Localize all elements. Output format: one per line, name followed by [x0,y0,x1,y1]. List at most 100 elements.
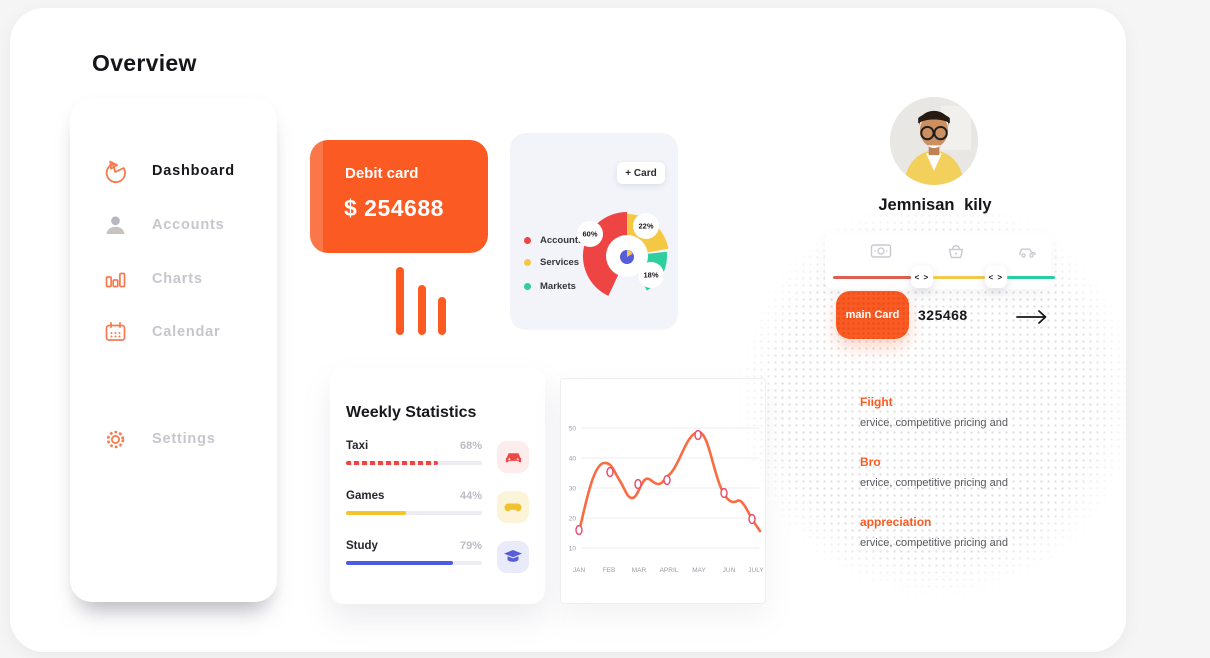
legend-label: Markets [540,281,576,292]
note-title: appreciation [860,515,932,529]
sidebar-item-label: Settings [152,431,216,447]
stat-tile-study[interactable] [497,541,529,573]
progress-fill-games [346,511,406,515]
sidebar-item-dashboard[interactable]: Dashboard [70,154,277,188]
debit-card-label: Debit card [345,165,419,182]
legend-dot [524,259,531,266]
legend-label: Accounts [540,235,584,246]
x-axis-ticks: JAN FEB MAR APRIL MAY JUN JULY [573,567,765,574]
data-point-markers [575,429,756,536]
sidebar-item-label: Accounts [152,217,225,233]
profile-name: Jemnisan kily [878,196,992,214]
basket-icon[interactable] [945,242,967,260]
debit-card-amount: $ 254688 [344,195,444,221]
gamepad-icon [504,503,522,512]
legend-dot [524,237,531,244]
calendar-icon [105,321,126,341]
pie-value-markets: 18% [638,262,664,288]
svg-text:JAN: JAN [573,567,586,574]
avatar[interactable] [890,97,978,185]
bar-chart-icon [105,272,126,287]
note-body: ervice, competitive pricing and [860,537,1008,549]
debit-card[interactable]: Debit card $ 254688 [310,140,488,253]
stat-label: Study [346,540,378,552]
svg-text:20: 20 [569,516,577,523]
note-body: ervice, competitive pricing and [860,477,1008,489]
svg-text:10: 10 [569,546,577,553]
note-item: appreciation ervice, competitive pricing… [860,515,1110,549]
svg-text:30: 30 [569,486,577,493]
legend-item-markets: Markets [524,281,576,292]
sidebar-item-settings[interactable]: Settings [70,422,277,456]
stat-row-taxi: Taxi 68% [346,440,529,473]
weekly-statistics-title: Weekly Statistics [346,404,477,421]
pie-chart-icon [105,160,126,183]
note-item: Fiight ervice, competitive pricing and [860,395,1110,429]
sidebar-item-label: Charts [152,271,203,287]
legend-dot [524,283,531,290]
svg-text:APRIL: APRIL [660,567,679,574]
sidebar-item-label: Calendar [152,324,221,340]
sidebar-item-charts[interactable]: Charts [70,262,277,296]
svg-text:JULY: JULY [748,567,764,574]
category-icons-card [825,233,1051,289]
pie-value-services: 22% [633,213,659,239]
progress-fill-study [346,561,454,565]
page-title: Overview [92,50,197,76]
stat-percent: 68% [459,440,482,452]
money-card-icon[interactable] [870,242,892,260]
progress-track [346,561,482,565]
note-title: Bro [860,455,881,469]
stat-row-games: Games 44% [346,490,529,523]
svg-text:JUN: JUN [723,567,736,574]
note-item: Bro ervice, competitive pricing and [860,455,1110,489]
gear-icon [106,430,125,448]
stat-row-study: Study 79% [346,540,529,573]
car-icon[interactable] [1017,242,1039,260]
legend-item-accounts: Accounts [524,235,583,246]
note-body: ervice, competitive pricing and [860,417,1008,429]
main-card-button[interactable]: main Card [836,291,909,339]
progress-track [346,511,482,515]
car-icon [505,452,521,462]
decor-bar [396,267,404,335]
svg-text:22%: 22% [638,222,653,231]
decor-bar [438,297,446,335]
legend-item-services: Services [524,257,579,268]
stat-label: Games [346,490,385,502]
pie-value-accounts: 60% [577,221,603,247]
legend-label: Services [540,257,580,268]
weekly-statistics-card: Weekly Statistics Taxi 68% [330,368,545,604]
accounts-pie-card: + Card Accounts Services Markets [510,133,678,330]
decor-bar [418,285,426,335]
slider-segment-yellow [932,275,985,279]
trend-line-chart-card: 50 40 30 20 10 JAN FEB MAR APRIL MAY JUN… [560,378,766,604]
slider-segment-green [1006,275,1055,279]
line-chart: 50 40 30 20 10 JAN FEB MAR APRIL MAY JUN… [569,426,765,575]
arrow-right-icon[interactable] [1014,305,1050,329]
stat-tile-taxi[interactable] [497,441,529,473]
stat-percent: 79% [459,540,482,552]
add-card-button[interactable]: + Card [617,162,665,184]
progress-fill-taxi [346,461,439,465]
y-axis-ticks: 50 40 30 20 10 [569,426,577,553]
sidebar-item-calendar[interactable]: Calendar [70,315,277,349]
stat-tile-games[interactable] [497,491,529,523]
card-slider: < > < > [833,259,1055,295]
slider-nav-button[interactable]: < > [910,266,933,288]
pie-chart: 60% 22% 18% [577,211,669,296]
sidebar-item-accounts[interactable]: Accounts [70,208,277,242]
svg-text:FEB: FEB [603,567,616,574]
user-icon [106,215,125,234]
svg-text:MAY: MAY [692,567,706,574]
sidebar: Dashboard Accounts Charts [70,98,277,602]
slider-nav-button[interactable]: < > [984,266,1007,288]
main-panel: Overview Dashboard Accounts [10,8,1126,652]
card-number: 325468 [918,307,968,323]
svg-text:18%: 18% [643,271,658,280]
svg-text:60%: 60% [582,230,597,239]
graduation-cap-icon [504,550,522,562]
stat-percent: 44% [459,490,482,502]
svg-text:50: 50 [569,426,577,433]
